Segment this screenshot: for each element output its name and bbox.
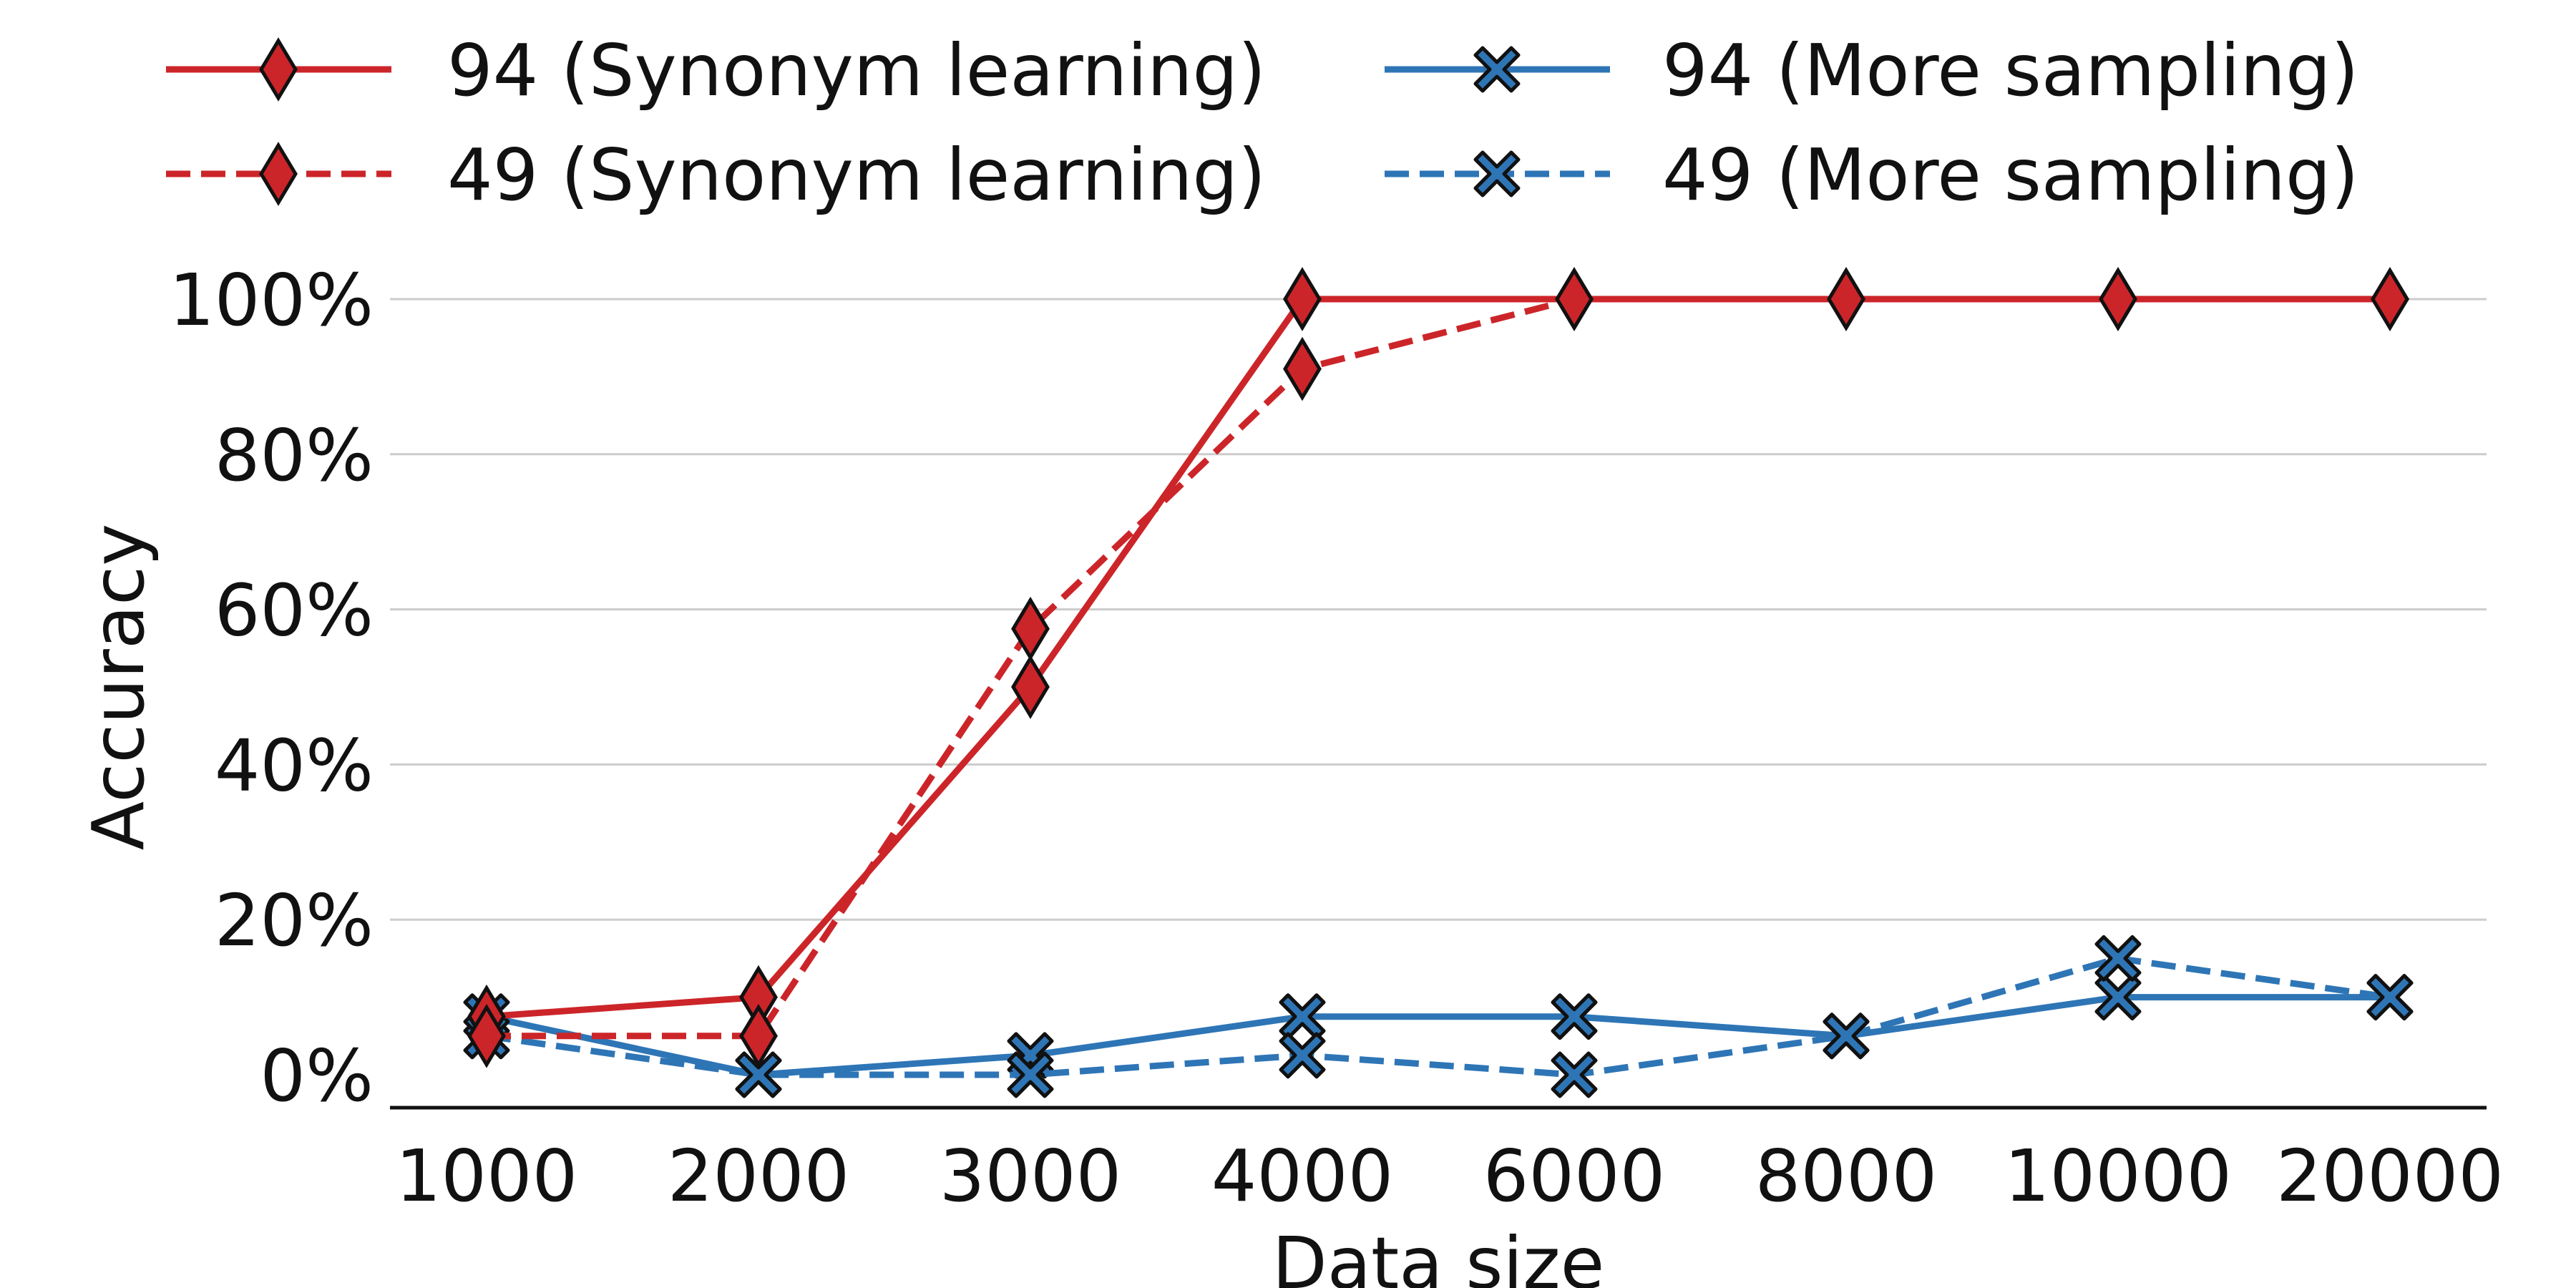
data-point-diamond (1283, 267, 1322, 331)
x-tick-label: 3000 (940, 1134, 1122, 1218)
data-point-diamond (259, 37, 298, 102)
x-tick-label: 20000 (2276, 1134, 2504, 1218)
x-tick-label: 8000 (1755, 1134, 1938, 1218)
x-axis-title: Data size (1272, 1221, 1604, 1288)
data-point-diamond (1555, 267, 1594, 331)
y-axis-title: Accuracy (77, 524, 160, 851)
data-point-x (1279, 1032, 1326, 1079)
x-tick-label: 1000 (396, 1134, 578, 1218)
data-point-diamond (2371, 267, 2409, 331)
y-tick-label: 60% (215, 569, 374, 653)
series-line (486, 296, 2390, 1020)
data-point-x (1007, 1051, 1054, 1098)
legend-item: 94 (Synonym learning) (166, 29, 1266, 112)
series-line (487, 296, 2390, 1040)
series-1 (467, 267, 2409, 1068)
legend-label: 94 (More sampling) (1662, 29, 2358, 112)
x-tick-label: 4000 (1211, 1134, 1394, 1218)
y-tick-labels: 0% 20% 40% 60% 80% 100% (169, 258, 374, 1118)
data-point-diamond (1011, 596, 1050, 661)
data-point-x (735, 1051, 782, 1098)
legend-item: 49 (More sampling) (1385, 133, 2358, 217)
legend-item: 49 (Synonym learning) (166, 133, 1266, 217)
data-point-x (1551, 1051, 1598, 1098)
legend: 94 (Synonym learning) 94 (More sampling) 4… (166, 29, 2358, 217)
legend-label: 49 (Synonym learning) (447, 133, 1266, 217)
data-point-diamond (1283, 336, 1322, 401)
data-point-x (1551, 993, 1598, 1040)
data-point-diamond (1011, 655, 1050, 719)
y-tick-label: 100% (169, 258, 374, 342)
legend-label: 49 (More sampling) (1662, 133, 2358, 217)
x-tick-label: 2000 (668, 1134, 850, 1218)
x-tick-label: 10000 (2004, 1134, 2232, 1218)
data-point-x (1473, 150, 1521, 197)
legend-label: 94 (Synonym learning) (447, 29, 1266, 112)
data-point-x (1473, 46, 1521, 93)
legend-item: 94 (More sampling) (1385, 29, 2358, 112)
x-tick-labels: 1000 2000 3000 4000 6000 8000 10000 20000 (396, 1134, 2504, 1218)
y-tick-label: 40% (215, 723, 374, 807)
data-point-diamond (739, 1003, 778, 1068)
y-tick-label: 0% (260, 1034, 374, 1118)
y-tick-label: 20% (215, 879, 374, 962)
data-point-x (1823, 1013, 1870, 1060)
grid-lines (390, 298, 2487, 921)
x-tick-label: 6000 (1483, 1134, 1666, 1218)
y-tick-label: 80% (215, 414, 374, 497)
data-point-diamond (1827, 267, 1865, 331)
series-layer (463, 267, 2414, 1098)
data-point-diamond (2099, 267, 2137, 331)
series-line (486, 955, 2391, 1078)
series-line (486, 994, 2390, 1078)
data-point-diamond (259, 142, 298, 206)
data-point-x (2366, 974, 2414, 1021)
data-point-x (2094, 935, 2142, 982)
data-point-diamond (467, 1003, 506, 1068)
series-0 (467, 267, 2409, 1049)
